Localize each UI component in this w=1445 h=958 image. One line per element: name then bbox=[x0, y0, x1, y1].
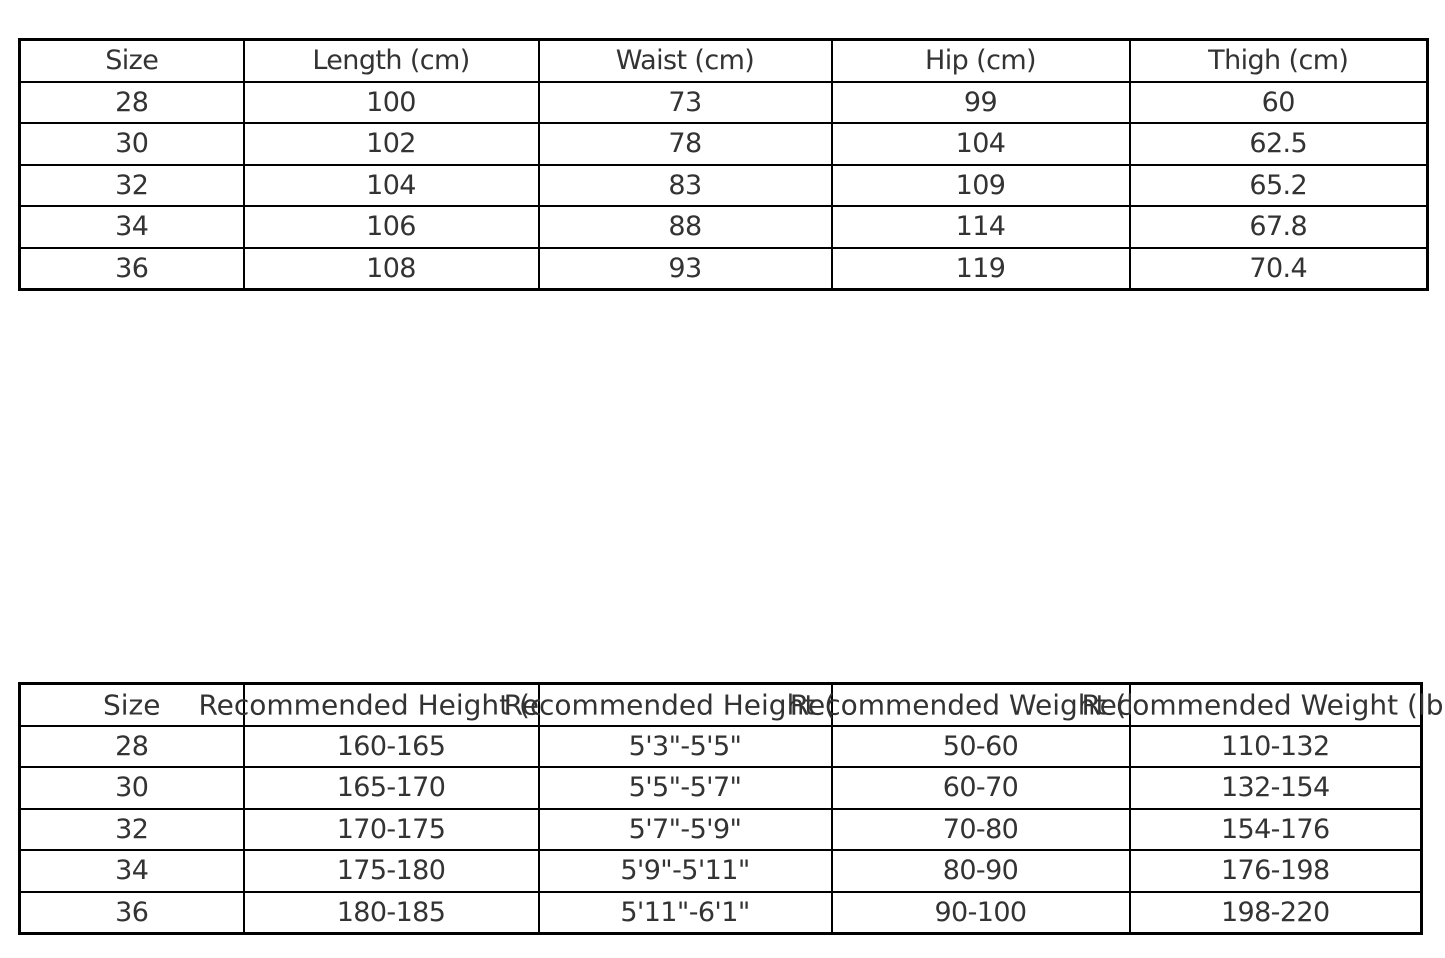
recommendations-header-height-cm-label: Recommended Height (cm) bbox=[198, 688, 584, 722]
measurements-body: 28 100 73 99 60 30 102 78 104 62.5 32 104 83 109 65.2 3… bbox=[18, 80, 1429, 291]
table-cell: 109 bbox=[830, 163, 1131, 207]
table-cell: 60-70 bbox=[830, 766, 1131, 810]
table-cell: 99 bbox=[830, 80, 1131, 124]
recommendations-header-height-ft: Recommended Height (ft) bbox=[504, 682, 866, 727]
table-cell: 80-90 bbox=[830, 849, 1131, 893]
recommendations-body: 28 160-165 5'3"-5'5" 50-60 110-132 30 165-170 5… bbox=[18, 724, 1423, 935]
table-cell: 36 bbox=[18, 246, 245, 291]
table-cell: 90-100 bbox=[830, 890, 1131, 935]
measurements-header-thigh: Thigh (cm) bbox=[1128, 38, 1429, 83]
table-row: 36 180-185 5'11"-6'1" 90-100 198-220 bbox=[18, 890, 1423, 935]
recommendations-header-row: Size Recommended Height (cm) Recommended… bbox=[18, 682, 1445, 727]
table-cell: 5'5"-5'7" bbox=[537, 766, 833, 810]
measurements-header-size: Size bbox=[18, 38, 245, 83]
table-cell: 83 bbox=[537, 163, 833, 207]
table-cell: 175-180 bbox=[242, 849, 540, 893]
table-row: 34 175-180 5'9"-5'11" 80-90 176-198 bbox=[18, 849, 1423, 893]
measurements-header-row: Size Length (cm) Waist (cm) Hip (cm) Thi… bbox=[18, 38, 1429, 83]
table-cell: 5'7"-5'9" bbox=[537, 807, 833, 851]
table-cell: 176-198 bbox=[1128, 849, 1423, 893]
table-cell: 160-165 bbox=[242, 724, 540, 768]
table-row: 34 106 88 114 67.8 bbox=[18, 205, 1429, 249]
table-cell: 28 bbox=[18, 80, 245, 124]
recommendations-header-weight-kg: Recommended Weight (kg) bbox=[790, 682, 1171, 727]
table-row: 32 104 83 109 65.2 bbox=[18, 163, 1429, 207]
table-cell: 170-175 bbox=[242, 807, 540, 851]
table-cell: 108 bbox=[242, 246, 540, 291]
table-cell: 32 bbox=[18, 163, 245, 207]
table-cell: 165-170 bbox=[242, 766, 540, 810]
table-cell: 198-220 bbox=[1128, 890, 1423, 935]
table-row: 28 160-165 5'3"-5'5" 50-60 110-132 bbox=[18, 724, 1423, 768]
recommendations-header-weight-lbs: Recommended Weight (lbs) bbox=[1081, 682, 1445, 727]
table-cell: 50-60 bbox=[830, 724, 1131, 768]
table-cell: 5'3"-5'5" bbox=[537, 724, 833, 768]
table-cell: 70-80 bbox=[830, 807, 1131, 851]
table-cell: 132-154 bbox=[1128, 766, 1423, 810]
table-cell: 28 bbox=[18, 724, 245, 768]
table-cell: 5'11"-6'1" bbox=[537, 890, 833, 935]
table-cell: 180-185 bbox=[242, 890, 540, 935]
table-cell: 60 bbox=[1128, 80, 1429, 124]
table-cell: 88 bbox=[537, 205, 833, 249]
table-row: 28 100 73 99 60 bbox=[18, 80, 1429, 124]
recommendations-header-height-cm: Recommended Height (cm) bbox=[198, 682, 584, 727]
recommendations-header-weight-lbs-label: Recommended Weight (lbs) bbox=[1081, 688, 1445, 722]
table-cell: 154-176 bbox=[1128, 807, 1423, 851]
table-cell: 100 bbox=[242, 80, 540, 124]
table-cell: 32 bbox=[18, 807, 245, 851]
table-cell: 114 bbox=[830, 205, 1131, 249]
recommendations-header-weight-kg-label: Recommended Weight (kg) bbox=[789, 688, 1172, 722]
table-row: 36 108 93 119 70.4 bbox=[18, 246, 1429, 291]
table-cell: 102 bbox=[242, 122, 540, 166]
table-row: 30 102 78 104 62.5 bbox=[18, 122, 1429, 166]
table-cell: 34 bbox=[18, 849, 245, 893]
recommendations-header-height-ft-label: Recommended Height (ft) bbox=[503, 688, 867, 722]
table-cell: 67.8 bbox=[1128, 205, 1429, 249]
measurements-header-waist: Waist (cm) bbox=[537, 38, 833, 83]
table-cell: 65.2 bbox=[1128, 163, 1429, 207]
table-cell: 5'9"-5'11" bbox=[537, 849, 833, 893]
table-cell: 73 bbox=[537, 80, 833, 124]
table-cell: 106 bbox=[242, 205, 540, 249]
table-cell: 78 bbox=[537, 122, 833, 166]
table-row: 32 170-175 5'7"-5'9" 70-80 154-176 bbox=[18, 807, 1423, 851]
table-cell: 70.4 bbox=[1128, 246, 1429, 291]
table-cell: 36 bbox=[18, 890, 245, 935]
height-weight-recommendations-table: Size Recommended Height (cm) Recommended… bbox=[18, 682, 1445, 935]
measurements-header-hip: Hip (cm) bbox=[830, 38, 1131, 83]
table-cell: 104 bbox=[242, 163, 540, 207]
table-cell: 30 bbox=[18, 122, 245, 166]
recommendations-header-size-label: Size bbox=[103, 688, 161, 722]
table-cell: 104 bbox=[830, 122, 1131, 166]
table-cell: 110-132 bbox=[1128, 724, 1423, 768]
table-cell: 119 bbox=[830, 246, 1131, 291]
table-cell: 30 bbox=[18, 766, 245, 810]
table-cell: 34 bbox=[18, 205, 245, 249]
size-measurements-table: Size Length (cm) Waist (cm) Hip (cm) Thi… bbox=[18, 38, 1429, 291]
table-cell: 62.5 bbox=[1128, 122, 1429, 166]
table-row: 30 165-170 5'5"-5'7" 60-70 132-154 bbox=[18, 766, 1423, 810]
table-cell: 93 bbox=[537, 246, 833, 291]
measurements-header-length: Length (cm) bbox=[242, 38, 540, 83]
recommendations-header-size: Size bbox=[18, 682, 245, 727]
